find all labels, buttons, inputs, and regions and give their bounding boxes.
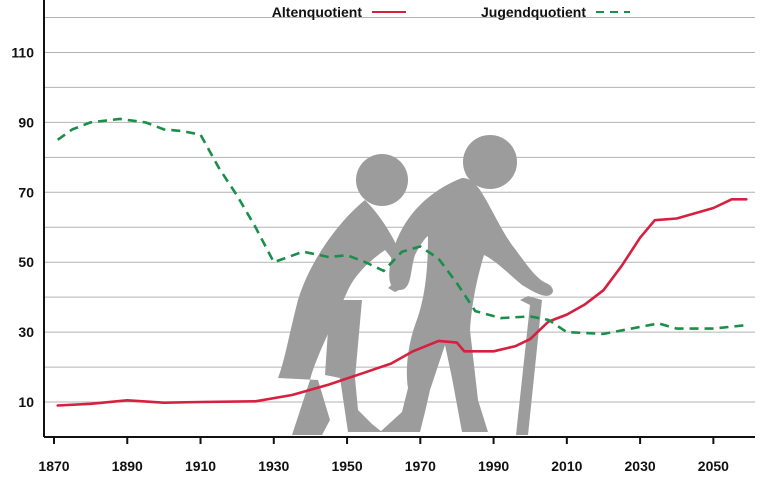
x-tick-label: 2050: [698, 458, 729, 474]
y-tick-label: 90: [18, 114, 34, 130]
man-head: [463, 135, 517, 189]
x-tick-label: 2030: [625, 458, 656, 474]
woman-head: [356, 154, 408, 206]
series-line-jugendquotient: [56, 117, 747, 336]
gridlines: [44, 16, 755, 403]
series-line-altenquotient: [56, 198, 748, 407]
x-tick-label: 2010: [551, 458, 582, 474]
man-body: [380, 178, 553, 432]
x-tick-label: 1870: [38, 458, 69, 474]
woman-body: [278, 200, 408, 435]
y-tick-label: 50: [18, 254, 34, 270]
x-tick-label: 1890: [112, 458, 143, 474]
x-tick-label: 1950: [331, 458, 362, 474]
data-lines: [56, 117, 748, 407]
woman-legs: [325, 300, 382, 432]
y-tick-label: 30: [18, 324, 34, 340]
x-tick-label: 1910: [185, 458, 216, 474]
axes: 10 30 50 70 90 110 1870 1890 1910 1930 1950 1970 199…: [11, 0, 755, 474]
y-tick-label: 10: [18, 394, 34, 410]
x-tick-label: 1930: [258, 458, 289, 474]
x-tick-label: 1970: [405, 458, 436, 474]
y-tick-label: 110: [11, 44, 34, 60]
legend-label: Altenquotient: [272, 4, 363, 20]
cane: [516, 296, 542, 435]
legend: Altenquotient Jugendquotient: [272, 4, 630, 20]
x-tick-label: 1990: [478, 458, 509, 474]
elderly-couple-silhouette: [278, 135, 553, 435]
legend-label: Jugendquotient: [481, 4, 586, 20]
y-tick-label: 70: [18, 184, 34, 200]
